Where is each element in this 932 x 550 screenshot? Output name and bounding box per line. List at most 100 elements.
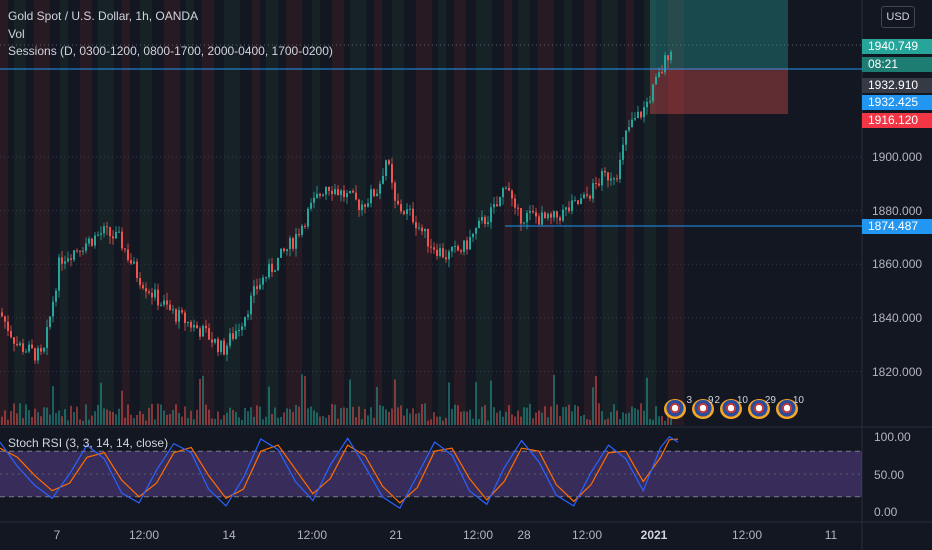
volume-bar: [391, 408, 393, 425]
volume-bar: [286, 408, 288, 425]
volume-bar: [118, 408, 120, 425]
volume-bar: [631, 406, 633, 425]
session-band: [584, 0, 596, 425]
volume-bar: [310, 406, 312, 425]
volume-bar: [346, 407, 348, 425]
volume-bar: [208, 409, 210, 425]
candle-body: [163, 300, 165, 305]
position-boxes: [650, 0, 788, 114]
volume-bar: [520, 416, 522, 425]
candle-body: [316, 193, 318, 198]
candle-body: [466, 240, 468, 250]
candle-body: [598, 183, 600, 186]
candle-body: [541, 212, 543, 225]
candle-body: [451, 246, 453, 252]
candle-body: [412, 208, 414, 223]
candle-body: [640, 111, 642, 118]
candle-body: [646, 102, 648, 108]
candle-body: [580, 198, 582, 204]
candle-body: [160, 304, 162, 306]
volume-bar: [4, 410, 6, 425]
candle-body: [556, 211, 558, 218]
volume-bar: [484, 405, 486, 425]
volume-bar: [541, 412, 543, 425]
candle-body: [610, 178, 612, 181]
rsi-tick: 0.00: [874, 505, 898, 519]
session-band: [332, 0, 344, 425]
volume-bar: [517, 410, 519, 425]
volume-bar: [289, 409, 291, 425]
volume-bar: [328, 415, 330, 425]
session-band: [626, 0, 634, 425]
volume-bar: [34, 408, 36, 425]
event-marker[interactable]: 3: [664, 395, 692, 421]
candle-body: [292, 238, 294, 249]
event-marker[interactable]: 29: [748, 395, 776, 421]
candle-body: [655, 77, 657, 85]
candle-body: [280, 248, 282, 258]
volume-bar: [634, 408, 636, 425]
candle-body: [118, 231, 120, 233]
candle-body: [148, 291, 150, 293]
volume-bar: [160, 404, 162, 425]
candles: [1, 49, 672, 364]
time-tick: 12:00: [731, 528, 763, 542]
candle-body: [61, 257, 63, 264]
candle-body: [502, 188, 504, 198]
candle-body: [526, 212, 528, 223]
volume-bar: [274, 407, 276, 425]
rsi-tick: 50.00: [874, 468, 905, 482]
volume-bar: [556, 404, 558, 425]
volume-bar: [352, 406, 354, 425]
time-tick-year: 2021: [640, 528, 668, 542]
candle-body: [460, 250, 462, 252]
candle-body: [37, 348, 39, 361]
volume-bar: [319, 416, 321, 425]
volume-bar: [265, 416, 267, 425]
session-band: [164, 0, 180, 425]
candle-body: [256, 286, 258, 289]
candle-body: [220, 340, 222, 353]
event-count: 9: [708, 395, 714, 406]
session-band: [518, 0, 530, 425]
candle-body: [91, 238, 93, 246]
candle-body: [202, 325, 204, 337]
event-marker[interactable]: 10: [720, 395, 748, 421]
time-tick: 21: [389, 528, 403, 542]
candle-body: [514, 198, 516, 208]
volume-bar: [343, 407, 345, 425]
volume-bar: [550, 406, 552, 425]
volume-bar: [415, 413, 417, 425]
volume-bar: [10, 410, 12, 425]
candle-body: [16, 343, 18, 346]
candle-body: [169, 304, 171, 310]
stop-loss-zone: [650, 68, 788, 114]
volume-bar: [22, 418, 24, 425]
candle-body: [46, 327, 48, 349]
session-band: [454, 0, 466, 425]
currency-button[interactable]: USD: [881, 6, 915, 28]
event-count: 10: [792, 395, 804, 406]
time-tick: 12:00: [296, 528, 328, 542]
volume-bar: [322, 416, 324, 425]
volume-bar: [106, 409, 108, 425]
volume-bar: [583, 414, 585, 425]
event-marker[interactable]: 10: [776, 395, 804, 421]
candle-body: [52, 301, 54, 317]
candle-body: [367, 203, 369, 207]
candle-body: [4, 316, 6, 322]
event-marker[interactable]: 2: [692, 395, 720, 421]
volume-bar: [46, 407, 48, 425]
volume-bar: [226, 412, 228, 425]
volume-bar: [628, 412, 630, 425]
volume-bar: [586, 419, 588, 425]
session-band: [668, 0, 684, 425]
candle-body: [181, 310, 183, 313]
event-count: 3: [686, 395, 692, 406]
candle-body: [151, 292, 153, 298]
candle-body: [562, 209, 564, 221]
volume-bar: [52, 386, 54, 425]
time-tick: 28: [517, 528, 531, 542]
candle-body: [667, 55, 669, 61]
